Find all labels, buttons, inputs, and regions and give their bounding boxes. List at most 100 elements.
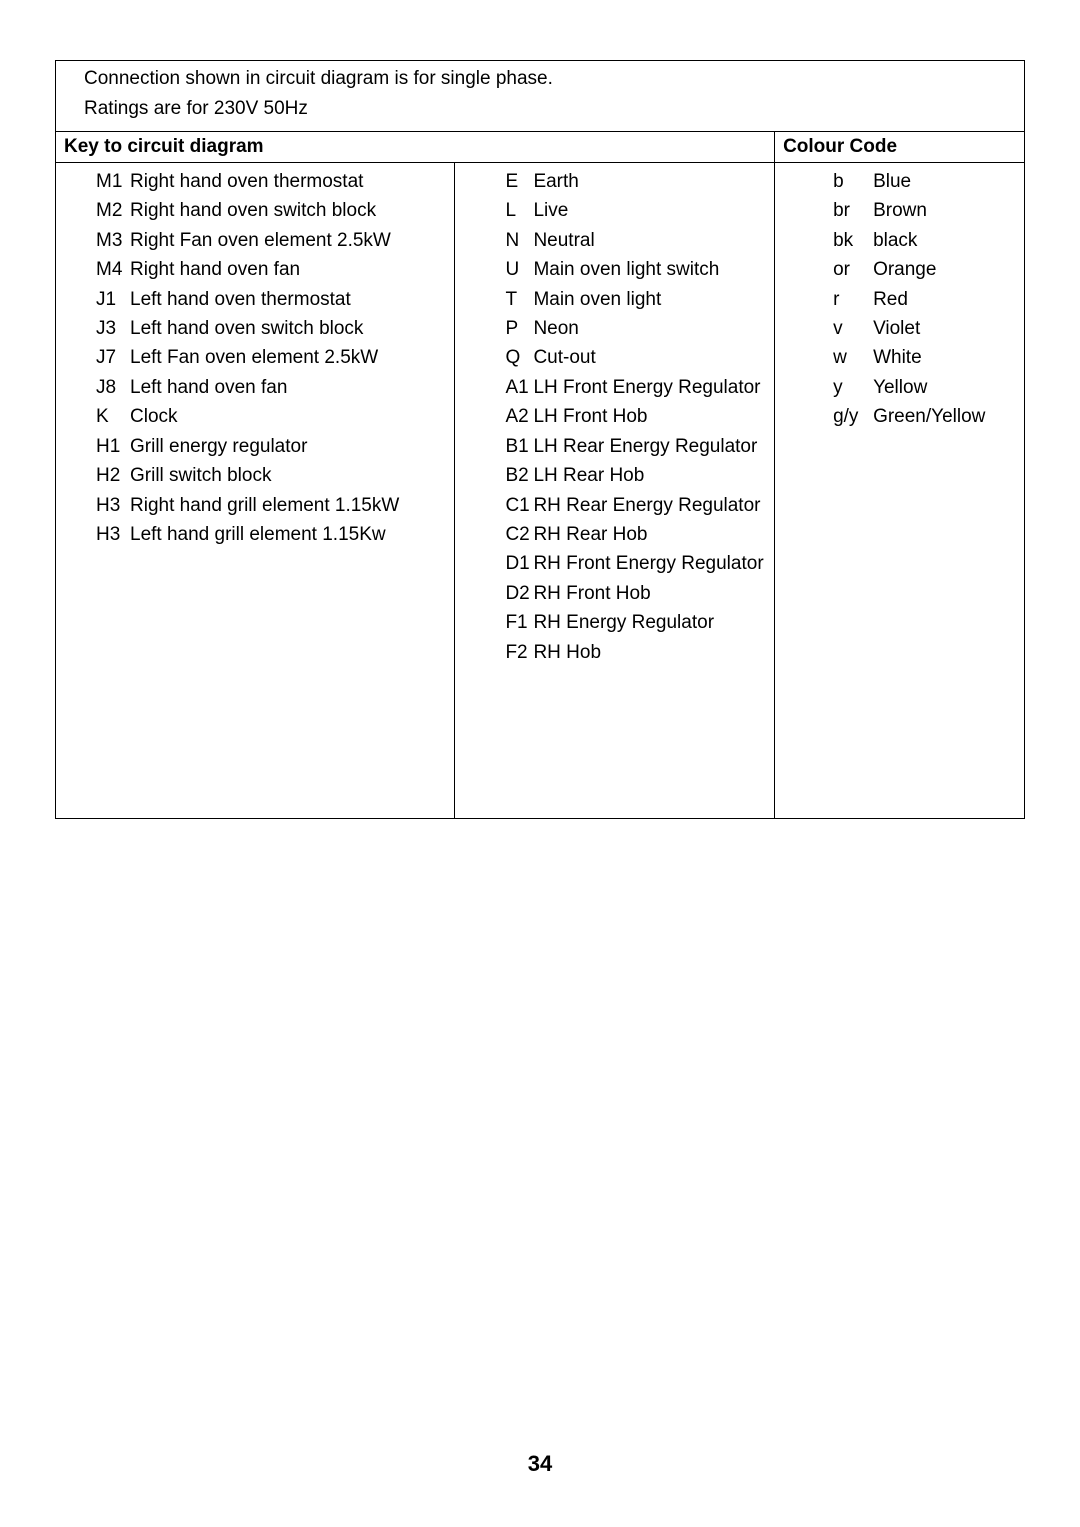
key-label: Left Fan oven element 2.5kW — [130, 343, 378, 372]
key-item: B1LH Rear Energy Regulator — [505, 432, 766, 461]
circuit-key-table: Connection shown in circuit diagram is f… — [55, 60, 1025, 819]
key-code: J7 — [96, 343, 130, 372]
key-item: A1LH Front Energy Regulator — [505, 373, 766, 402]
key-code: D1 — [505, 549, 533, 578]
key-code: A1 — [505, 373, 533, 402]
key-item: C2RH Rear Hob — [505, 520, 766, 549]
notes-cell: Connection shown in circuit diagram is f… — [56, 61, 1025, 132]
key-code: F2 — [505, 638, 533, 667]
colour-code: r — [833, 285, 873, 314]
key-item: M1Right hand oven thermostat — [96, 167, 446, 196]
key-code: C1 — [505, 491, 533, 520]
colour-item: brBrown — [833, 196, 1016, 225]
colour-label: Green/Yellow — [873, 402, 985, 431]
colour-item: g/yGreen/Yellow — [833, 402, 1016, 431]
key-item: KClock — [96, 402, 446, 431]
note-line-1: Connection shown in circuit diagram is f… — [84, 64, 1018, 94]
key-code: J3 — [96, 314, 130, 343]
header-colour: Colour Code — [775, 131, 1025, 162]
key-label: LH Front Energy Regulator — [533, 373, 760, 402]
key-item: H3Left hand grill element 1.15Kw — [96, 520, 446, 549]
spacer — [505, 785, 766, 814]
key-item: TMain oven light — [505, 285, 766, 314]
key-label: Main oven light switch — [533, 255, 719, 284]
key-code: M3 — [96, 226, 130, 255]
key-item: B2LH Rear Hob — [505, 461, 766, 490]
colour-label: Orange — [873, 255, 936, 284]
colour-label: Red — [873, 285, 908, 314]
key-item: J8Left hand oven fan — [96, 373, 446, 402]
key-item: M2Right hand oven switch block — [96, 196, 446, 225]
spacer — [505, 756, 766, 785]
key-code: B2 — [505, 461, 533, 490]
colour-code: g/y — [833, 402, 873, 431]
key-item: F2RH Hob — [505, 638, 766, 667]
key-code: H3 — [96, 520, 130, 549]
colour-label: Brown — [873, 196, 927, 225]
key-label: Right Fan oven element 2.5kW — [130, 226, 391, 255]
colour-code: or — [833, 255, 873, 284]
colour-item: orOrange — [833, 255, 1016, 284]
key-label: Neon — [533, 314, 578, 343]
key-item: H3Right hand grill element 1.15kW — [96, 491, 446, 520]
key-code: Q — [505, 343, 533, 372]
key-item: F1RH Energy Regulator — [505, 608, 766, 637]
colour-code: bk — [833, 226, 873, 255]
key-code: E — [505, 167, 533, 196]
colour-code: w — [833, 343, 873, 372]
key-item: C1RH Rear Energy Regulator — [505, 491, 766, 520]
key-item: J7Left Fan oven element 2.5kW — [96, 343, 446, 372]
key-item: A2LH Front Hob — [505, 402, 766, 431]
spacer — [505, 667, 766, 696]
key-label: Earth — [533, 167, 578, 196]
key-item: M3Right Fan oven element 2.5kW — [96, 226, 446, 255]
colour-item: bBlue — [833, 167, 1016, 196]
key-label: Right hand oven switch block — [130, 196, 376, 225]
key-code: B1 — [505, 432, 533, 461]
key-label: Grill energy regulator — [130, 432, 307, 461]
colour-code-column: bBluebrBrownbkblackorOrangerRedvVioletwW… — [775, 162, 1025, 819]
key-code: N — [505, 226, 533, 255]
key-label: LH Rear Energy Regulator — [533, 432, 757, 461]
page-number: 34 — [0, 1451, 1080, 1477]
key-label: RH Front Energy Regulator — [533, 549, 763, 578]
key-item: EEarth — [505, 167, 766, 196]
key-code: H2 — [96, 461, 130, 490]
key-item: QCut-out — [505, 343, 766, 372]
colour-label: Yellow — [873, 373, 927, 402]
key-label: Cut-out — [533, 343, 595, 372]
key-label: Left hand oven thermostat — [130, 285, 351, 314]
key-label: Right hand grill element 1.15kW — [130, 491, 399, 520]
key-label: Live — [533, 196, 568, 225]
colour-code: y — [833, 373, 873, 402]
key-label: RH Energy Regulator — [533, 608, 714, 637]
key-code: H3 — [96, 491, 130, 520]
key-item: H1Grill energy regulator — [96, 432, 446, 461]
key-code: U — [505, 255, 533, 284]
header-key: Key to circuit diagram — [56, 131, 775, 162]
key-item: M4Right hand oven fan — [96, 255, 446, 284]
key-label: RH Hob — [533, 638, 601, 667]
key-label: Neutral — [533, 226, 594, 255]
key-code: T — [505, 285, 533, 314]
key-code: K — [96, 402, 130, 431]
spacer — [505, 697, 766, 726]
key-item: H2Grill switch block — [96, 461, 446, 490]
colour-code: v — [833, 314, 873, 343]
note-line-2: Ratings are for 230V 50Hz — [84, 94, 1018, 124]
key-code: H1 — [96, 432, 130, 461]
key-label: Left hand oven switch block — [130, 314, 363, 343]
key-code: M1 — [96, 167, 130, 196]
key-label: Clock — [130, 402, 178, 431]
spacer — [505, 726, 766, 755]
key-code: F1 — [505, 608, 533, 637]
colour-item: vViolet — [833, 314, 1016, 343]
key-code: L — [505, 196, 533, 225]
key-column-1: M1Right hand oven thermostatM2Right hand… — [56, 162, 455, 819]
colour-item: yYellow — [833, 373, 1016, 402]
key-code: J8 — [96, 373, 130, 402]
body-row: M1Right hand oven thermostatM2Right hand… — [56, 162, 1025, 819]
key-label: RH Front Hob — [533, 579, 650, 608]
key-code: D2 — [505, 579, 533, 608]
key-column-2: EEarthLLiveNNeutralUMain oven light swit… — [455, 162, 775, 819]
